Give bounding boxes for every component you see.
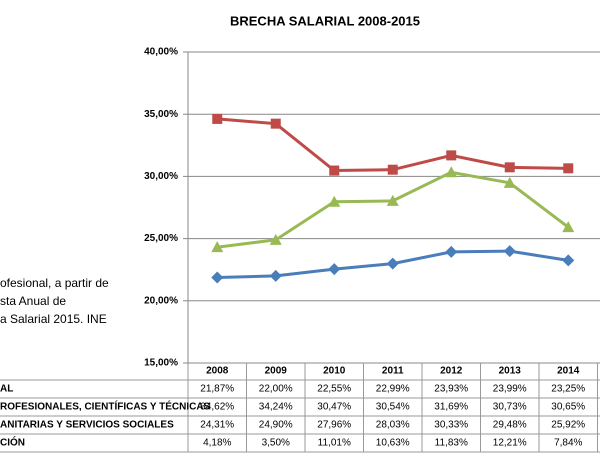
table-cell: 30,47% [317,402,351,413]
marker [446,150,457,161]
table-cell: 10,63% [376,438,410,449]
marker [562,254,575,267]
table-cell: 11,83% [435,438,468,449]
table-cell: 28,03% [376,420,410,431]
y-tick-label: 35,00% [144,109,178,120]
table-cell: 31,69% [434,402,468,413]
marker [387,164,398,175]
marker [328,263,341,276]
x-tick-label: 2008 [206,366,229,377]
row-label: ROFESIONALES, CIENTÍFICAS Y TÉCNICAS [0,400,211,413]
table-cell: 24,31% [200,420,234,431]
note-line: a Salarial 2015. INE [0,312,107,326]
marker [329,165,340,176]
marker [269,269,282,282]
table-cell: 34,24% [259,402,293,413]
marker [503,176,516,188]
y-tick-label: 30,00% [144,171,178,182]
marker [563,163,574,174]
table-cell: 30,54% [376,402,410,413]
note-line: ofesional, a partir de [0,276,109,290]
table-cell: 12,21% [493,438,527,449]
marker [386,194,399,206]
x-tick-label: 2011 [382,366,404,377]
marker [212,113,223,124]
row-label: ANITARIAS Y SERVICIOS SOCIALES [0,420,174,431]
x-tick-label: 2012 [440,366,463,377]
table-cell: 23,93% [434,384,468,395]
marker [211,271,224,284]
x-tick-label: 2014 [557,366,580,377]
marker [504,162,515,173]
marker [269,233,282,245]
table-cell: 30,73% [493,402,527,413]
table-cell: 4,18% [203,438,231,449]
table-cell: 29,48% [493,420,527,431]
marker [562,221,575,233]
marker [211,241,224,253]
table-cell: 23,99% [493,384,527,395]
table-cell: 34,62% [200,402,234,413]
table-cell: 22,55% [317,384,351,395]
table-cell: 24,90% [259,420,293,431]
x-tick-label: 2010 [323,366,346,377]
row-label: AL [0,384,13,395]
table-cell: 30,33% [434,420,468,431]
x-tick-label: 2009 [265,366,288,377]
marker [503,245,516,258]
table-cell: 23,25% [551,384,585,395]
note-line: sta Anual de [0,294,66,308]
table-cell: 30,65% [551,402,585,413]
table-cell: 22,00% [259,384,293,395]
y-tick-label: 40,00% [144,47,178,58]
y-tick-label: 20,00% [144,295,178,306]
x-tick-label: 2013 [499,366,522,377]
marker [328,195,341,207]
y-tick-label: 25,00% [144,233,178,244]
table-cell: 27,96% [317,420,351,431]
table-cell: 21,87% [200,384,234,395]
row-label: CIÓN [0,436,25,449]
table-cell: 3,50% [262,438,290,449]
marker [445,166,458,178]
series-line [217,170,570,249]
y-tick-label: 15,00% [144,358,178,369]
marker [445,245,458,258]
marker [386,257,399,270]
chart-title: BRECHA SALARIAL 2008-2015 [230,13,420,28]
marker [270,118,281,129]
table-cell: 11,01% [318,438,351,449]
table-cell: 25,92% [551,420,585,431]
series-line [217,117,569,173]
table-cell: 22,99% [376,384,410,395]
table-cell: 7,84% [554,438,582,449]
